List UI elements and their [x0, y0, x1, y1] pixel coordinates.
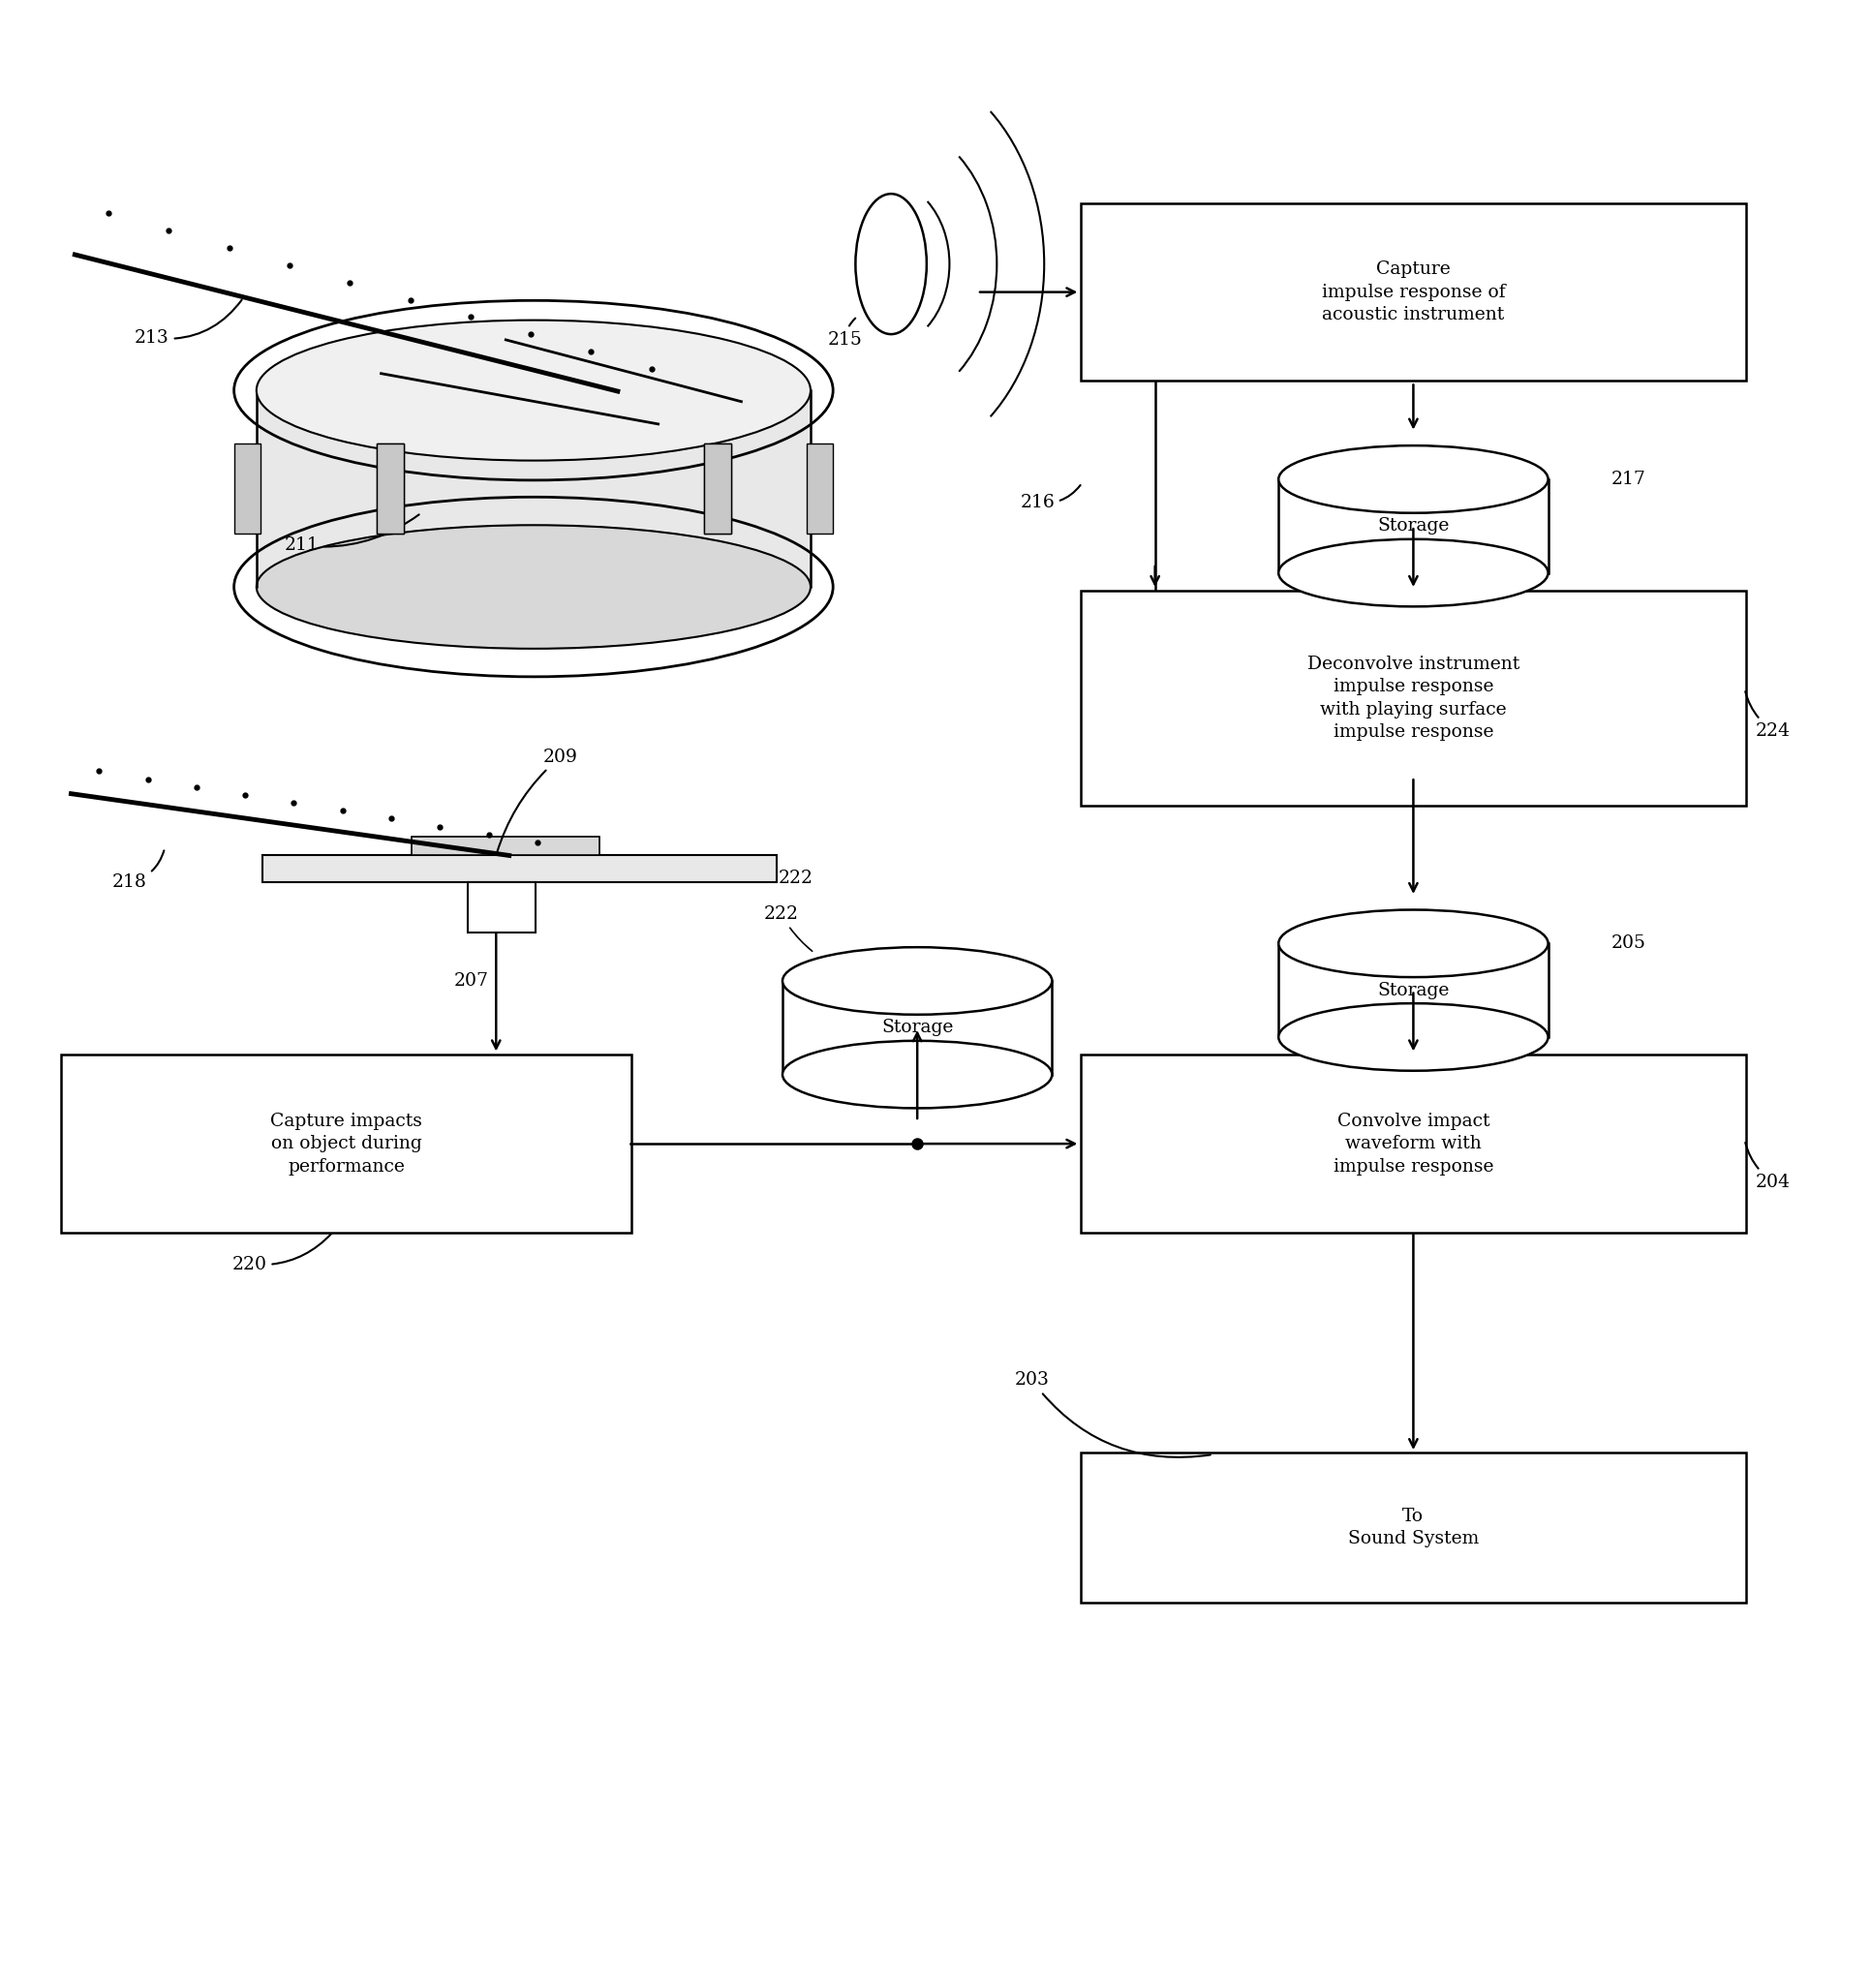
Text: Storage: Storage	[881, 1020, 952, 1036]
FancyBboxPatch shape	[1081, 1056, 1746, 1233]
Text: Deconvolve instrument
impulse response
with playing surface
impulse response: Deconvolve instrument impulse response w…	[1306, 656, 1519, 742]
Text: 222: 222	[763, 907, 812, 950]
Bar	[703, 443, 730, 533]
FancyBboxPatch shape	[1081, 590, 1746, 805]
Bar	[468, 883, 535, 932]
Bar	[1278, 944, 1547, 1038]
Bar	[806, 443, 833, 533]
Ellipse shape	[782, 946, 1052, 1014]
Ellipse shape	[1278, 1004, 1547, 1072]
Bar	[376, 443, 402, 533]
Text: 207: 207	[455, 972, 488, 990]
Ellipse shape	[855, 193, 926, 334]
Text: 209: 209	[496, 747, 578, 853]
Bar	[412, 837, 599, 855]
Text: Capture
impulse response of
acoustic instrument: Capture impulse response of acoustic ins…	[1321, 260, 1504, 324]
Bar	[234, 443, 260, 533]
Bar	[262, 855, 776, 883]
FancyBboxPatch shape	[62, 1056, 632, 1233]
Bar	[782, 980, 1052, 1074]
Text: 204: 204	[1744, 1143, 1791, 1191]
Text: Capture impacts
on object during
performance: Capture impacts on object during perform…	[269, 1111, 423, 1175]
Ellipse shape	[256, 320, 810, 461]
Ellipse shape	[256, 525, 810, 648]
Text: 222: 222	[778, 869, 812, 887]
Text: Storage: Storage	[1377, 982, 1448, 1000]
Ellipse shape	[1278, 911, 1547, 978]
Bar	[1278, 479, 1547, 573]
Text: 224: 224	[1744, 692, 1791, 740]
Text: 211: 211	[284, 515, 419, 555]
Text: 203: 203	[1014, 1372, 1211, 1457]
FancyBboxPatch shape	[1081, 1453, 1746, 1602]
Text: Storage: Storage	[1377, 517, 1448, 535]
Text: 213: 213	[135, 300, 241, 346]
Bar	[703, 443, 730, 533]
Text: 220: 220	[232, 1235, 331, 1272]
Text: 216: 216	[1020, 485, 1080, 511]
Bar	[256, 390, 810, 586]
Text: 205: 205	[1611, 934, 1645, 952]
Text: Convolve impact
waveform with
impulse response: Convolve impact waveform with impulse re…	[1332, 1111, 1493, 1175]
Text: 218: 218	[112, 851, 165, 891]
Text: 215: 215	[827, 318, 863, 348]
Ellipse shape	[1278, 539, 1547, 606]
Text: To
Sound System: To Sound System	[1347, 1507, 1478, 1547]
FancyBboxPatch shape	[1081, 203, 1746, 382]
Text: 217: 217	[1611, 471, 1645, 487]
Ellipse shape	[782, 1042, 1052, 1107]
Bar	[378, 443, 404, 533]
Ellipse shape	[1278, 445, 1547, 513]
